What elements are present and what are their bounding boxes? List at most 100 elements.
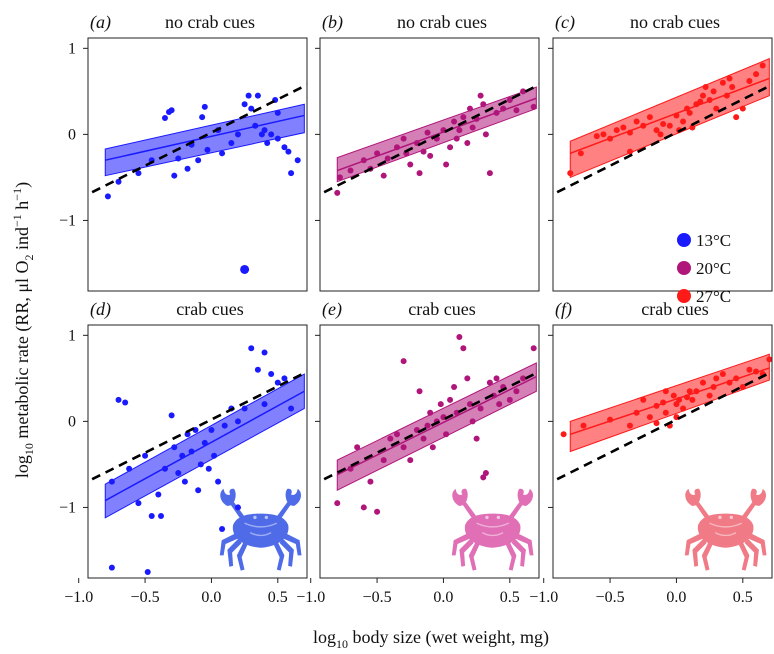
data-point [374, 150, 381, 157]
data-point [699, 379, 706, 386]
data-point [443, 161, 450, 168]
data-point [219, 525, 226, 532]
data-point [274, 379, 281, 386]
data-point [424, 129, 431, 136]
reference-line [320, 370, 539, 483]
data-point [473, 435, 480, 442]
panel-c: (c) no crab cues [548, 12, 773, 292]
data-point [126, 465, 133, 472]
data-point [680, 405, 687, 412]
x-tick-label: −1.0 [296, 589, 325, 606]
data-point [168, 412, 175, 419]
reference-line [553, 370, 772, 483]
data-point [662, 388, 669, 395]
data-point [115, 178, 122, 185]
legend-marker-27 [677, 289, 691, 303]
data-point [689, 396, 696, 403]
data-point [205, 465, 212, 472]
data-point [710, 383, 717, 390]
data-point [607, 135, 614, 142]
data-point [666, 122, 673, 129]
data-point [447, 396, 454, 403]
reference-line [553, 83, 772, 196]
data-point [424, 422, 431, 429]
data-point [179, 452, 186, 459]
y-tick-label: 0 [68, 126, 76, 143]
y-tick-label: −1 [59, 212, 76, 229]
data-point [653, 420, 660, 427]
panel-title: no crab cues [630, 12, 720, 32]
plot-frame [87, 324, 308, 579]
panel-title: crab cues [176, 299, 243, 319]
data-point [285, 148, 292, 155]
x-tick-label: −1.0 [529, 589, 558, 606]
data-point [241, 405, 248, 412]
data-point [653, 127, 660, 134]
data-point [184, 165, 191, 172]
data-point [241, 101, 248, 108]
data-point [733, 375, 740, 382]
x-tick-label: 0.0 [433, 589, 453, 606]
data-point [407, 457, 414, 464]
data-point [108, 564, 115, 571]
data-point [184, 431, 191, 438]
data-point [729, 84, 736, 91]
fit-line [104, 390, 305, 502]
data-point [144, 568, 151, 575]
data-point [513, 388, 520, 395]
data-point [188, 448, 195, 455]
data-point [443, 431, 450, 438]
data-point [221, 422, 228, 429]
x-tick-label: −1.0 [64, 589, 93, 606]
data-point [367, 478, 374, 485]
data-point [593, 133, 600, 140]
data-point [400, 444, 407, 451]
data-point [393, 144, 400, 151]
data-point [354, 444, 361, 451]
data-point [456, 127, 463, 134]
panel-title: crab cues [641, 299, 708, 319]
data-point [171, 172, 178, 179]
data-point [245, 92, 252, 99]
data-point [759, 62, 766, 69]
data-point [726, 75, 733, 82]
x-tick-label: −0.5 [131, 589, 160, 606]
data-point [258, 131, 265, 138]
data-point [719, 79, 726, 86]
data-point [662, 409, 669, 416]
data-point [697, 98, 704, 105]
data-point [657, 131, 664, 138]
panel-f: (f) crab cues −1.0 −0.5 0.0 0.5 [529, 299, 773, 606]
plot-frame [552, 37, 773, 292]
fit-line [569, 77, 770, 155]
data-point [416, 388, 423, 395]
data-point [393, 431, 400, 438]
data-point [460, 114, 467, 121]
data-point [155, 491, 162, 498]
data-point [753, 368, 760, 375]
data-point [713, 375, 720, 382]
data-point [626, 129, 633, 136]
data-point [680, 118, 687, 125]
data-point [733, 114, 740, 121]
data-point [195, 157, 202, 164]
data-point [513, 107, 520, 114]
confidence-band [569, 353, 770, 453]
data-point [254, 366, 261, 373]
panel-e: (e) crab cues −1.0 −0.5 0.0 0.5 [296, 299, 540, 606]
data-point [374, 508, 381, 515]
data-point [175, 470, 182, 477]
data-point [429, 444, 436, 451]
legend-label-20: 20°C [696, 259, 731, 278]
data-point [161, 465, 168, 472]
data-point [199, 114, 206, 121]
reference-line [88, 83, 307, 196]
data-point [195, 487, 202, 494]
data-point [122, 399, 129, 406]
data-point [451, 118, 458, 125]
data-point [600, 131, 607, 138]
data-point [469, 124, 476, 131]
crab-icon [684, 488, 767, 571]
x-tick-label: 0.5 [500, 589, 520, 606]
data-point [620, 124, 627, 131]
